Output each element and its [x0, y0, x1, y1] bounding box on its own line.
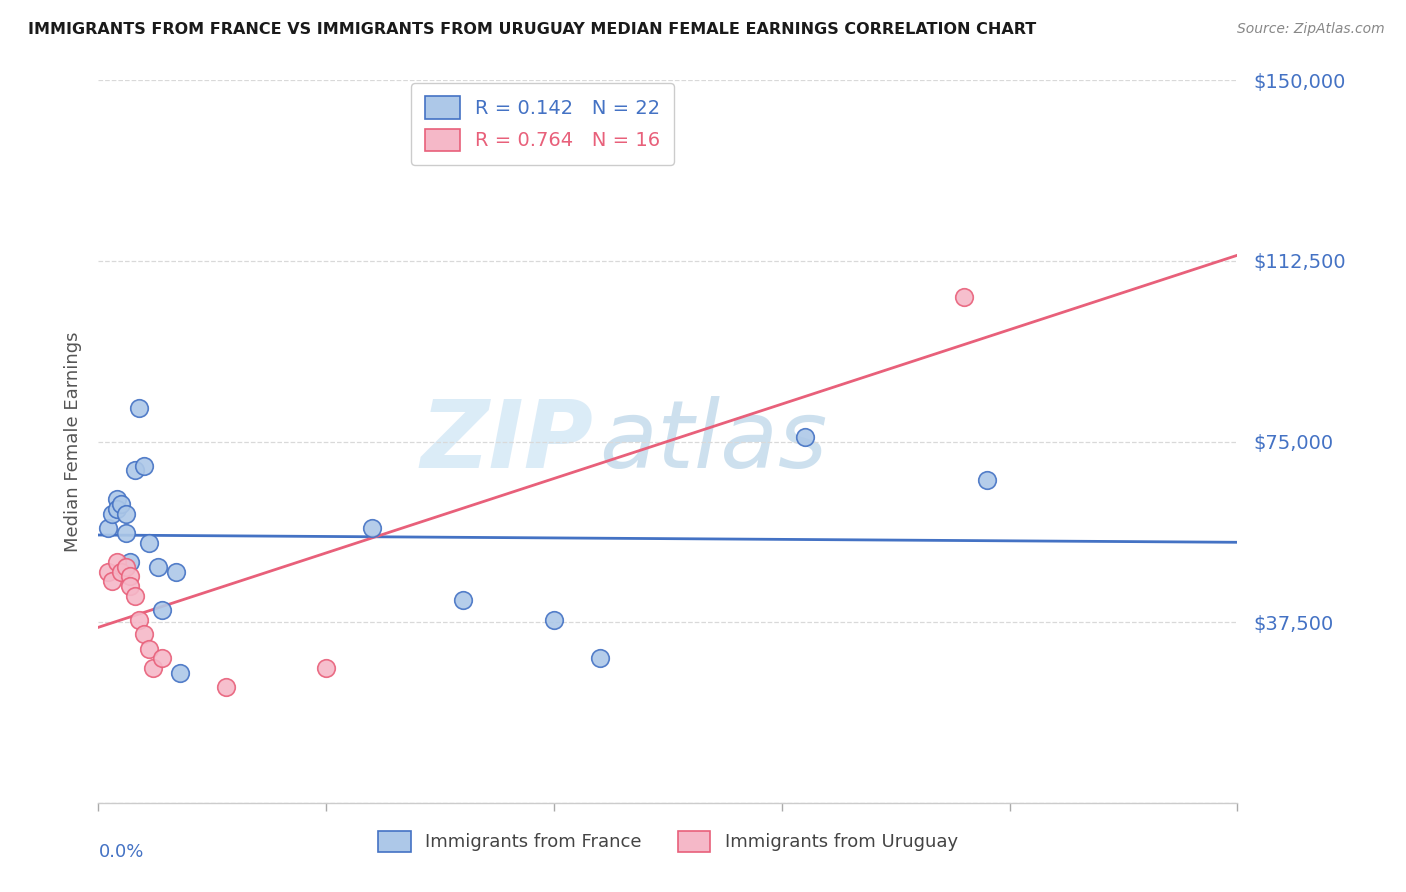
- Point: [976, 473, 998, 487]
- Point: [105, 555, 128, 569]
- Point: [128, 401, 150, 415]
- Point: [150, 651, 173, 665]
- Point: [543, 613, 565, 627]
- Point: [110, 565, 132, 579]
- Point: [120, 569, 142, 583]
- Point: [165, 565, 187, 579]
- Point: [132, 458, 155, 473]
- Point: [101, 574, 124, 589]
- Text: Source: ZipAtlas.com: Source: ZipAtlas.com: [1237, 22, 1385, 37]
- Point: [114, 559, 136, 574]
- Point: [120, 555, 142, 569]
- Point: [124, 463, 146, 477]
- Point: [138, 641, 160, 656]
- Point: [360, 521, 382, 535]
- Point: [169, 665, 191, 680]
- Point: [105, 492, 128, 507]
- Point: [124, 589, 146, 603]
- Point: [114, 507, 136, 521]
- Point: [215, 680, 238, 694]
- Text: ZIP: ZIP: [420, 395, 593, 488]
- Point: [142, 661, 165, 675]
- Point: [101, 507, 124, 521]
- Text: IMMIGRANTS FROM FRANCE VS IMMIGRANTS FROM URUGUAY MEDIAN FEMALE EARNINGS CORRELA: IMMIGRANTS FROM FRANCE VS IMMIGRANTS FRO…: [28, 22, 1036, 37]
- Point: [96, 521, 118, 535]
- Point: [588, 651, 610, 665]
- Point: [451, 593, 474, 607]
- Point: [110, 497, 132, 511]
- Point: [96, 565, 118, 579]
- Point: [105, 502, 128, 516]
- Y-axis label: Median Female Earnings: Median Female Earnings: [63, 331, 82, 552]
- Point: [146, 559, 169, 574]
- Text: atlas: atlas: [599, 396, 828, 487]
- Point: [114, 526, 136, 541]
- Legend: Immigrants from France, Immigrants from Uruguay: Immigrants from France, Immigrants from …: [371, 823, 965, 859]
- Point: [132, 627, 155, 641]
- Point: [953, 290, 976, 304]
- Text: 0.0%: 0.0%: [98, 843, 143, 861]
- Point: [150, 603, 173, 617]
- Point: [793, 430, 815, 444]
- Point: [315, 661, 337, 675]
- Point: [128, 613, 150, 627]
- Point: [138, 535, 160, 549]
- Point: [120, 579, 142, 593]
